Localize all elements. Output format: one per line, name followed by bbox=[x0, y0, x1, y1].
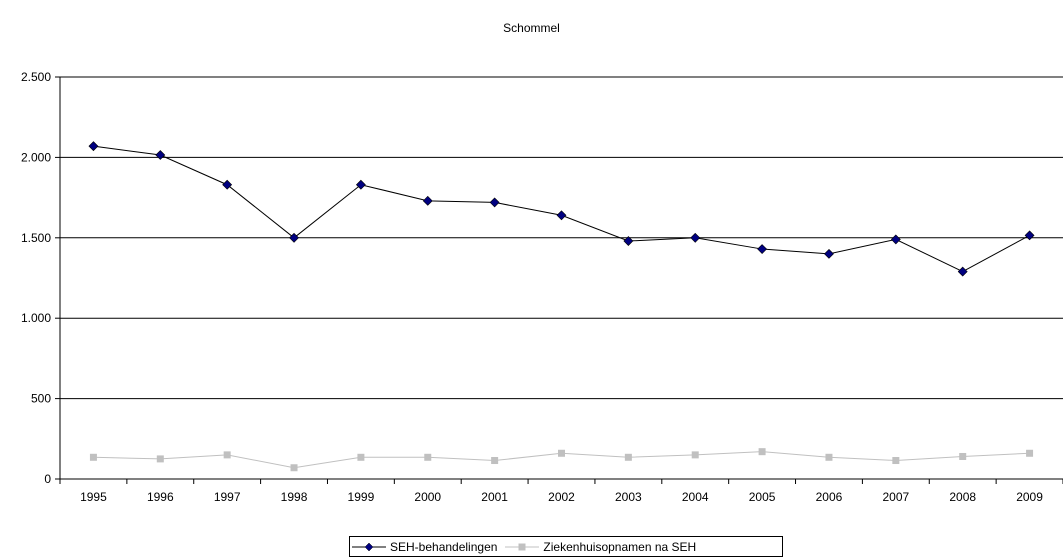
x-tick-label: 2002 bbox=[548, 490, 575, 504]
y-tick-label: 500 bbox=[31, 392, 51, 406]
x-tick-label: 2000 bbox=[414, 490, 441, 504]
x-tick-label: 2005 bbox=[749, 490, 776, 504]
series-2 bbox=[89, 448, 1034, 472]
series-1-point bbox=[489, 197, 500, 208]
chart-title: Schommel bbox=[503, 21, 560, 35]
series-2-point bbox=[892, 457, 900, 465]
series-1-point bbox=[88, 141, 99, 152]
series-2-point bbox=[491, 457, 499, 465]
series-1-point bbox=[355, 179, 366, 190]
series-1-point bbox=[690, 232, 701, 243]
series-2-point bbox=[624, 453, 632, 461]
series-2-point bbox=[558, 449, 565, 457]
series-2-point bbox=[357, 453, 365, 461]
series-2-point bbox=[424, 453, 432, 461]
legend-swatch-series-1 bbox=[352, 542, 386, 551]
x-tick-label: 1996 bbox=[147, 490, 174, 504]
y-tick-label: 0 bbox=[44, 472, 51, 486]
series-1-point bbox=[957, 266, 968, 277]
series-2-point bbox=[825, 453, 833, 461]
series-1-point bbox=[289, 232, 299, 243]
series-1 bbox=[88, 141, 1035, 277]
series-1-point bbox=[824, 248, 834, 259]
legend-item-series-2: Ziekenhuisopnamen na SEH bbox=[503, 540, 696, 554]
series-1-point bbox=[757, 244, 768, 254]
y-tick-label: 2.000 bbox=[21, 150, 51, 164]
legend-label-series-1: SEH-behandelingen bbox=[390, 539, 498, 554]
x-tick-label: 1997 bbox=[214, 490, 241, 504]
series-1-point bbox=[155, 150, 166, 160]
x-tick-label: 2006 bbox=[816, 490, 843, 504]
series-1-point bbox=[623, 236, 634, 246]
x-tick-label: 1999 bbox=[348, 490, 375, 504]
legend-label-series-2: Ziekenhuisopnamen na SEH bbox=[543, 539, 697, 554]
series-2-point bbox=[223, 451, 231, 459]
y-tick-label: 2.500 bbox=[21, 70, 51, 84]
series-1-point bbox=[1024, 230, 1035, 241]
series-2-point bbox=[1026, 449, 1034, 457]
x-tick-label: 1995 bbox=[80, 490, 107, 504]
series-1-point bbox=[556, 210, 567, 221]
series-2-point bbox=[691, 451, 699, 459]
series-2-point bbox=[156, 455, 164, 463]
series-2-point bbox=[290, 464, 298, 472]
series-2-point bbox=[89, 453, 97, 461]
y-tick-label: 1.000 bbox=[21, 311, 51, 325]
legend-swatch-series-2 bbox=[505, 543, 540, 550]
x-tick-label: 2007 bbox=[882, 490, 909, 504]
legend-item-series-1: SEH-behandelingen bbox=[350, 540, 497, 554]
series-1-point bbox=[422, 195, 433, 206]
series-2-point bbox=[959, 452, 967, 460]
chart-legend: SEH-behandelingen Ziekenhuisopnamen na S… bbox=[349, 536, 783, 557]
series-2-point bbox=[758, 448, 766, 456]
x-tick-label: 2009 bbox=[1016, 490, 1043, 504]
series-1-point bbox=[890, 234, 901, 245]
x-tick-label: 2003 bbox=[615, 490, 642, 504]
x-tick-label: 2008 bbox=[949, 490, 976, 504]
series-1-line bbox=[93, 145, 1030, 273]
series-1-point bbox=[222, 179, 233, 190]
y-tick-label: 1.500 bbox=[21, 231, 51, 245]
x-tick-label: 1998 bbox=[281, 490, 308, 504]
x-tick-label: 2001 bbox=[481, 490, 508, 504]
x-tick-label: 2004 bbox=[682, 490, 709, 504]
